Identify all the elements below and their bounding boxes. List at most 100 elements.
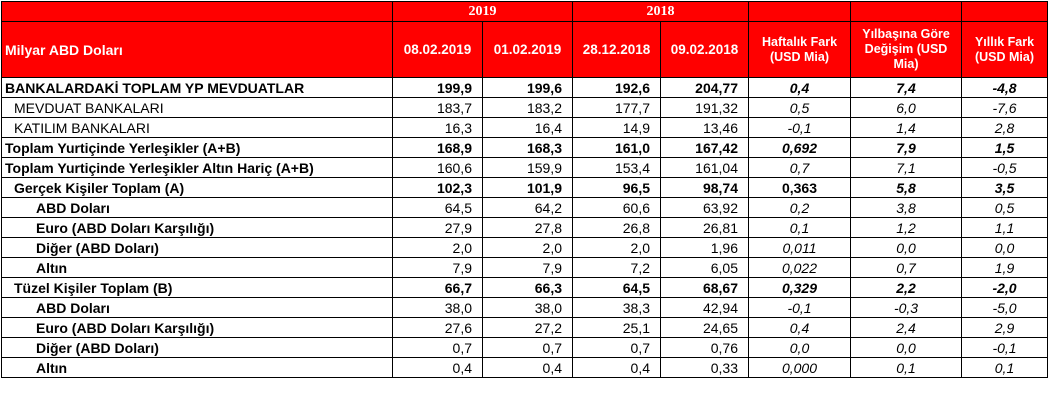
value-cell: 160,6	[392, 157, 483, 178]
value-cell: 96,5	[572, 177, 661, 198]
value-cell: 38,3	[572, 297, 661, 318]
value-cell: 16,4	[482, 117, 573, 138]
weekly-diff-cell: 0,7	[748, 157, 851, 178]
annual-diff-cell: 2,9	[961, 317, 1048, 338]
weekly-diff-cell: -0,1	[748, 117, 851, 138]
unit-label: Milyar ABD Doları	[1, 21, 393, 78]
value-cell: 199,6	[482, 77, 573, 98]
value-cell: 7,9	[392, 257, 483, 278]
value-cell: 192,6	[572, 77, 661, 98]
value-cell: 13,46	[660, 117, 749, 138]
blank-header-cell	[961, 1, 1048, 22]
table-row: MEVDUAT BANKALARI 183,7 183,2 177,7 191,…	[1, 97, 1048, 118]
weekly-diff-cell: 0,000	[748, 357, 851, 378]
value-cell: 204,77	[660, 77, 749, 98]
table-row: KATILIM BANKALARI 16,3 16,4 14,9 13,46 -…	[1, 117, 1048, 138]
ytd-change-cell: 3,8	[850, 197, 962, 218]
row-label: Altın	[1, 357, 393, 378]
row-label: ABD Doları	[1, 297, 393, 318]
weekly-diff-cell: 0,0	[748, 337, 851, 358]
value-cell: 2,0	[482, 237, 573, 258]
row-label: ABD Doları	[1, 197, 393, 218]
annual-diff-header: Yıllık Fark (USD Mia)	[961, 21, 1048, 78]
weekly-diff-header: Haftalık Fark (USD Mia)	[748, 21, 851, 78]
value-cell: 6,05	[660, 257, 749, 278]
row-label: Toplam Yurtiçinde Yerleşikler (A+B)	[1, 137, 393, 158]
value-cell: 7,2	[572, 257, 661, 278]
weekly-diff-cell: 0,329	[748, 277, 851, 298]
deposits-table: 2019 2018 Milyar ABD Doları 08.02.2019 0…	[1, 1, 1048, 378]
date-header-1: 08.02.2019	[392, 21, 483, 78]
value-cell: 27,9	[392, 217, 483, 238]
ytd-change-cell: 5,8	[850, 177, 962, 198]
value-cell: 14,9	[572, 117, 661, 138]
ytd-change-cell: -0,3	[850, 297, 962, 318]
value-cell: 0,7	[482, 337, 573, 358]
value-cell: 2,0	[572, 237, 661, 258]
value-cell: 167,42	[660, 137, 749, 158]
annual-diff-cell: 2,8	[961, 117, 1048, 138]
ytd-change-cell: 1,2	[850, 217, 962, 238]
value-cell: 101,9	[482, 177, 573, 198]
value-cell: 191,32	[660, 97, 749, 118]
table-row: Toplam Yurtiçinde Yerleşikler Altın Hari…	[1, 157, 1048, 178]
annual-diff-cell: -0,5	[961, 157, 1048, 178]
value-cell: 26,81	[660, 217, 749, 238]
annual-diff-cell: -4,8	[961, 77, 1048, 98]
date-header-3: 28.12.2018	[572, 21, 661, 78]
value-cell: 7,9	[482, 257, 573, 278]
annual-diff-cell: 1,1	[961, 217, 1048, 238]
value-cell: 0,4	[392, 357, 483, 378]
column-header-row: Milyar ABD Doları 08.02.2019 01.02.2019 …	[1, 21, 1048, 78]
value-cell: 64,2	[482, 197, 573, 218]
date-header-2: 01.02.2019	[482, 21, 573, 78]
ytd-change-cell: 2,4	[850, 317, 962, 338]
value-cell: 159,9	[482, 157, 573, 178]
value-cell: 0,4	[572, 357, 661, 378]
annual-diff-cell: -0,1	[961, 337, 1048, 358]
annual-diff-cell: 1,5	[961, 137, 1048, 158]
value-cell: 64,5	[392, 197, 483, 218]
value-cell: 183,7	[392, 97, 483, 118]
row-label: Altın	[1, 257, 393, 278]
value-cell: 27,6	[392, 317, 483, 338]
value-cell: 26,8	[572, 217, 661, 238]
row-label: Diğer (ABD Doları)	[1, 337, 393, 358]
ytd-change-cell: 0,0	[850, 337, 962, 358]
value-cell: 25,1	[572, 317, 661, 338]
value-cell: 199,9	[392, 77, 483, 98]
weekly-diff-cell: 0,022	[748, 257, 851, 278]
value-cell: 183,2	[482, 97, 573, 118]
row-label: Tüzel Kişiler Toplam (B)	[1, 277, 393, 298]
value-cell: 0,76	[660, 337, 749, 358]
annual-diff-cell: 3,5	[961, 177, 1048, 198]
ytd-change-header: Yılbaşına Göre Değişim (USD Mia)	[850, 21, 962, 78]
annual-diff-cell: 0,5	[961, 197, 1048, 218]
table-row: Diğer (ABD Doları) 0,7 0,7 0,7 0,76 0,0 …	[1, 337, 1048, 358]
row-label: Toplam Yurtiçinde Yerleşikler Altın Hari…	[1, 157, 393, 178]
blank-header-cell	[1, 1, 393, 22]
value-cell: 66,3	[482, 277, 573, 298]
annual-diff-cell: 1,9	[961, 257, 1048, 278]
table-row: ABD Doları 38,0 38,0 38,3 42,94 -0,1 -0,…	[1, 297, 1048, 318]
value-cell: 27,2	[482, 317, 573, 338]
value-cell: 177,7	[572, 97, 661, 118]
value-cell: 24,65	[660, 317, 749, 338]
year-2019-header: 2019	[392, 1, 573, 22]
row-label: BANKALARDAKİ TOPLAM YP MEVDUATLAR	[1, 77, 393, 98]
value-cell: 0,33	[660, 357, 749, 378]
date-header-4: 09.02.2018	[660, 21, 749, 78]
value-cell: 60,6	[572, 197, 661, 218]
value-cell: 64,5	[572, 277, 661, 298]
value-cell: 98,74	[660, 177, 749, 198]
value-cell: 161,04	[660, 157, 749, 178]
weekly-diff-cell: 0,011	[748, 237, 851, 258]
value-cell: 38,0	[482, 297, 573, 318]
table-row: Euro (ABD Doları Karşılığı) 27,6 27,2 25…	[1, 317, 1048, 338]
year-2018-header: 2018	[572, 1, 749, 22]
value-cell: 66,7	[392, 277, 483, 298]
value-cell: 153,4	[572, 157, 661, 178]
annual-diff-cell: -7,6	[961, 97, 1048, 118]
table-row: Tüzel Kişiler Toplam (B) 66,7 66,3 64,5 …	[1, 277, 1048, 298]
ytd-change-cell: 0,0	[850, 237, 962, 258]
